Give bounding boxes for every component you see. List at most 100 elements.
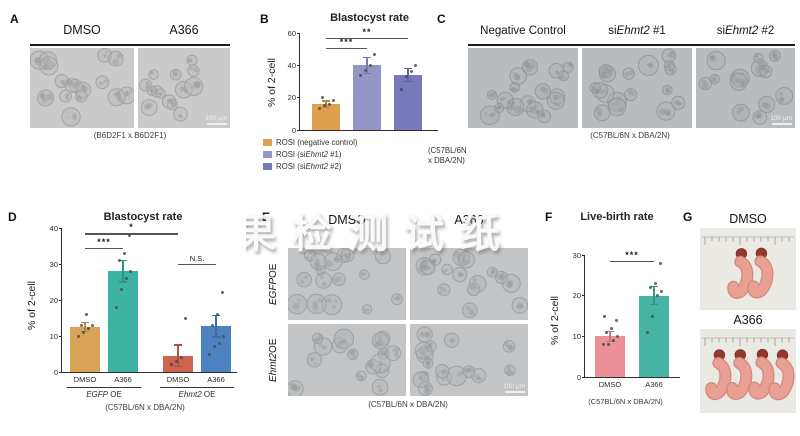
embryo-micrograph — [288, 324, 406, 396]
data-point — [117, 258, 121, 262]
panel-d-ylabel: % of 2-cell — [26, 280, 38, 330]
data-point — [90, 323, 94, 327]
panel-c-image-siehmt2-1 — [582, 48, 692, 128]
panel-e-image-ehmt2-a366: 100 μm — [410, 324, 528, 396]
panel-d-caption: (C57BL/6N x DBA/2N) — [105, 403, 185, 412]
y-tick-label: 0 — [291, 125, 296, 135]
legend-label: ROSI (siEhmt2 #1) — [276, 150, 342, 159]
significance-line — [610, 261, 654, 263]
panel-e-label: E — [262, 210, 271, 224]
y-tick-label: 10 — [49, 331, 58, 341]
data-point — [320, 96, 324, 100]
legend-label: ROSI (negative control) — [276, 138, 358, 147]
error-bar-cap — [404, 80, 412, 83]
panel-c-header-rule — [468, 44, 795, 46]
bar — [639, 295, 669, 377]
error-bar — [609, 331, 611, 342]
error-bar — [325, 100, 327, 108]
panel-c-col-siehmt2-1: siEhmt2 #1 — [608, 25, 666, 37]
x-tick-label: DMSO — [598, 380, 622, 389]
y-tick-mark — [59, 263, 62, 265]
bar — [394, 75, 422, 130]
embryo-micrograph — [696, 48, 795, 128]
data-point — [122, 251, 126, 255]
legend-item: ROSI (negative control) — [263, 138, 357, 147]
error-bar-cap — [119, 259, 127, 262]
y-tick-label: 10 — [572, 331, 581, 341]
data-point — [645, 330, 649, 334]
error-bar — [84, 322, 86, 332]
x-axis-line — [61, 372, 237, 374]
data-point — [317, 107, 321, 111]
y-tick-label: 0 — [576, 372, 581, 382]
data-point — [615, 334, 619, 338]
error-bar — [177, 345, 179, 367]
panel-d-chart-title: Blastocyst rate — [103, 211, 183, 223]
y-tick-mark — [297, 32, 300, 34]
legend-swatch-negative-control — [263, 139, 272, 146]
error-bar-cap — [174, 366, 182, 368]
panel-d-label: D — [8, 210, 17, 224]
significance-label: *** — [97, 236, 111, 247]
data-point — [606, 342, 610, 346]
x-tick-label: A366 — [645, 380, 663, 389]
error-bar-cap — [119, 281, 127, 283]
y-tick-mark — [59, 371, 62, 373]
data-point — [399, 88, 403, 92]
legend-swatch-siehmt2-2 — [263, 163, 272, 170]
panel-e-image-egfp-a366 — [410, 248, 528, 320]
data-point — [207, 352, 211, 356]
data-point — [650, 314, 654, 318]
data-point — [659, 290, 663, 294]
error-bar — [122, 260, 124, 282]
panel-f-label: F — [545, 210, 553, 224]
data-point — [212, 345, 216, 349]
data-point — [368, 63, 372, 67]
y-axis-line — [584, 255, 586, 378]
data-point — [322, 104, 326, 108]
scale-bar: 100 μm — [205, 115, 227, 125]
data-point — [648, 286, 652, 290]
panel-e-col-a366: A366 — [454, 213, 484, 227]
significance-line — [178, 264, 216, 266]
legend-item: ROSI (siEhmt2 #2) — [263, 162, 357, 171]
y-tick-label: 40 — [287, 60, 296, 70]
y-tick-mark — [582, 335, 585, 337]
data-point — [128, 269, 132, 273]
legend-label: ROSI (siEhmt2 #2) — [276, 162, 342, 171]
embryo-micrograph — [410, 248, 528, 320]
x-axis-line — [299, 130, 438, 132]
significance-label: *** — [339, 36, 354, 47]
panel-e-col-dmso: DMSO — [328, 213, 366, 227]
data-point — [658, 261, 662, 265]
data-point — [114, 305, 118, 309]
error-bar-cap — [404, 67, 412, 70]
significance-label: * — [129, 222, 134, 233]
data-point — [215, 312, 219, 316]
y-tick-label: 30 — [49, 259, 58, 269]
panel-e-image-egfp-dmso — [288, 248, 406, 320]
y-tick-label: 40 — [49, 223, 58, 233]
panel-g-label-dmso: DMSO — [729, 212, 767, 226]
y-tick-label: 60 — [287, 28, 296, 38]
panel-f-plot: 0 10 20 30 *** DMSO A366 — [573, 250, 680, 389]
strain-line-2: x DBA/2N) — [428, 156, 465, 165]
embryo-micrograph — [288, 248, 406, 320]
y-tick-label: 30 — [572, 250, 581, 260]
data-point — [404, 75, 408, 79]
data-point — [124, 276, 128, 280]
panel-b-legend: ROSI (negative control) ROSI (siEhmt2 #1… — [263, 138, 357, 174]
panel-c-col-negative-control: Negative Control — [480, 25, 566, 37]
y-axis-line — [61, 228, 63, 373]
panel-a-header-rule — [30, 44, 230, 46]
error-bar-cap — [174, 344, 182, 346]
y-tick-label: 0 — [53, 367, 58, 377]
significance-label: ** — [362, 26, 372, 37]
x-tick-label: DMSO — [166, 375, 190, 384]
data-point — [217, 341, 221, 345]
panel-c-col-siehmt2-2: siEhmt2 #2 — [716, 25, 775, 37]
data-point — [372, 52, 376, 56]
data-point — [614, 318, 618, 322]
panel-b-ylabel: % of 2-cell — [266, 57, 278, 108]
significance-line — [326, 37, 408, 40]
